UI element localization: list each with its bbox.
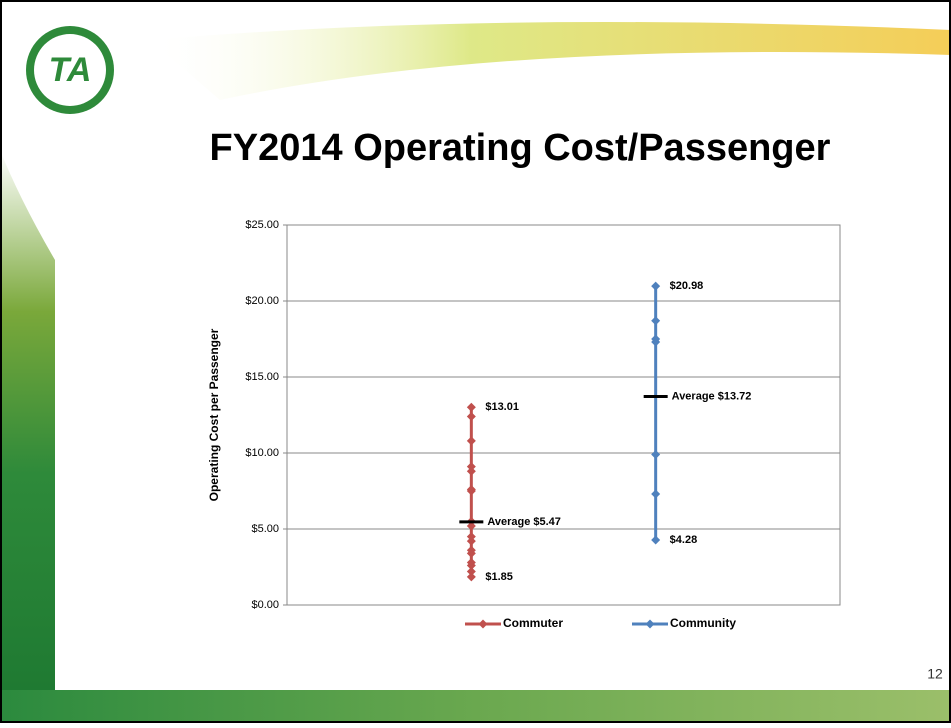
data-label: $4.28 — [670, 534, 698, 546]
y-tick-label: $0.00 — [251, 599, 279, 611]
point — [466, 486, 476, 496]
y-tick-label: $10.00 — [245, 447, 279, 459]
point — [466, 521, 476, 531]
point — [651, 489, 661, 499]
page-number: 12 — [927, 666, 943, 682]
logo-inner — [34, 34, 106, 106]
slide-title: FY2014 Operating Cost/Passenger — [210, 127, 831, 169]
point — [466, 532, 476, 542]
point — [651, 535, 661, 545]
bottom-band — [0, 690, 951, 723]
legend-label: Commuter — [503, 616, 563, 630]
legend-marker — [478, 619, 488, 629]
y-tick-label: $15.00 — [245, 371, 279, 383]
plot: $0.00 $5.00 $10.00 $15.00 $20.00 $25.00 $13.01… — [245, 219, 841, 630]
data-label: $20.98 — [670, 280, 704, 292]
y-tick-label: $20.00 — [245, 295, 279, 307]
point — [651, 337, 661, 347]
point — [466, 412, 476, 422]
point — [651, 316, 661, 326]
legend-marker — [645, 619, 655, 629]
point — [466, 560, 476, 570]
chart-area — [180, 205, 860, 645]
point — [651, 281, 661, 291]
y-tick-label: $5.00 — [251, 523, 279, 535]
average-label: Average $5.47 — [487, 516, 561, 528]
point — [466, 572, 476, 582]
point — [466, 402, 476, 412]
logo-text: TA — [49, 51, 92, 89]
point — [466, 436, 476, 446]
left-band — [0, 150, 55, 690]
point — [466, 567, 476, 577]
data-label: $13.01 — [485, 401, 519, 413]
point — [651, 450, 661, 460]
y-axis-label: Operating Cost per Passenger — [207, 328, 221, 501]
top-swoosh — [150, 22, 951, 100]
point — [466, 536, 476, 546]
data-label: $1.85 — [485, 571, 513, 583]
y-tick-label: $25.00 — [245, 219, 279, 231]
legend-label: Community — [670, 616, 736, 630]
average-label: Average $13.72 — [672, 390, 752, 402]
point — [466, 548, 476, 558]
plot-border — [286, 224, 841, 606]
point — [466, 466, 476, 476]
point — [466, 462, 476, 472]
